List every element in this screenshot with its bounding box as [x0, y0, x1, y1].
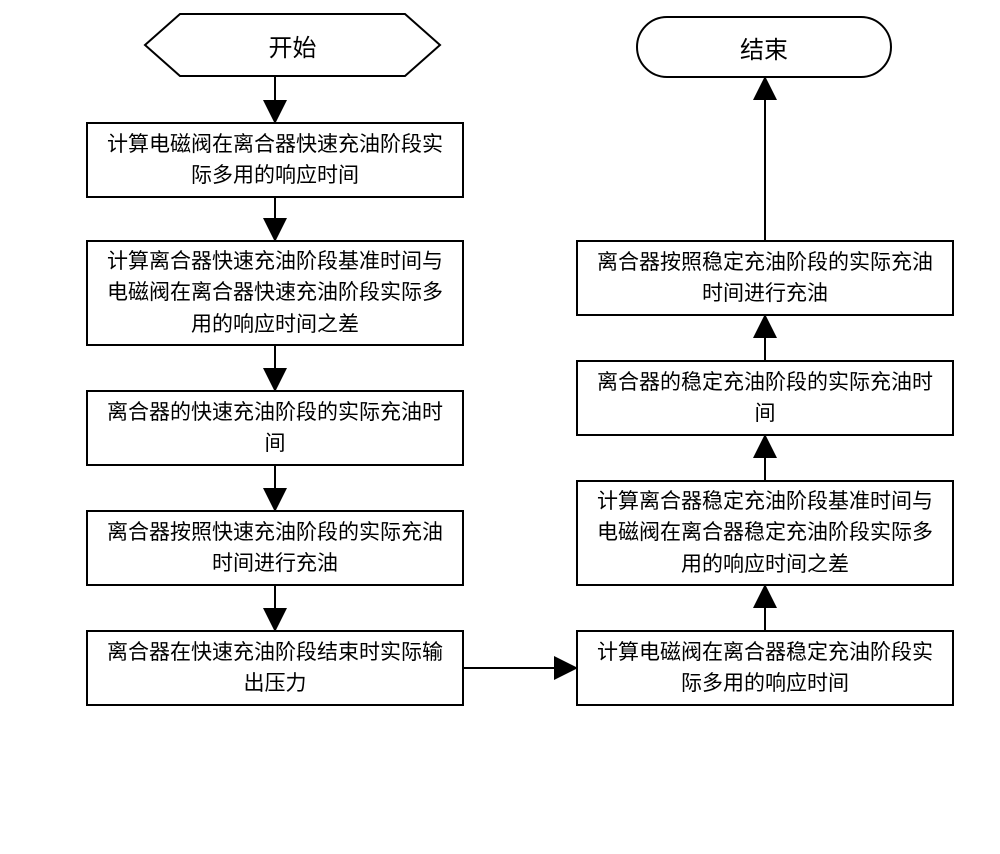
process-r2-text: 离合器按照稳定充油阶段的实际充油时间进行充油 — [588, 247, 942, 310]
process-r4-text: 计算离合器稳定充油阶段基准时间与电磁阀在离合器稳定充油阶段实际多用的响应时间之差 — [588, 486, 942, 581]
process-l2-text: 计算离合器快速充油阶段基准时间与电磁阀在离合器快速充油阶段实际多用的响应时间之差 — [98, 246, 452, 341]
process-r4: 计算离合器稳定充油阶段基准时间与电磁阀在离合器稳定充油阶段实际多用的响应时间之差 — [576, 480, 954, 586]
start-node: 开始 — [145, 14, 440, 76]
process-r5: 计算电磁阀在离合器稳定充油阶段实际多用的响应时间 — [576, 630, 954, 706]
process-l2: 计算离合器快速充油阶段基准时间与电磁阀在离合器快速充油阶段实际多用的响应时间之差 — [86, 240, 464, 346]
process-l1: 计算电磁阀在离合器快速充油阶段实际多用的响应时间 — [86, 122, 464, 198]
process-l1-text: 计算电磁阀在离合器快速充油阶段实际多用的响应时间 — [98, 129, 452, 192]
process-l4: 离合器按照快速充油阶段的实际充油时间进行充油 — [86, 510, 464, 586]
end-node: 结束 — [636, 16, 892, 78]
process-l3: 离合器的快速充油阶段的实际充油时间 — [86, 390, 464, 466]
process-r3-text: 离合器的稳定充油阶段的实际充油时间 — [588, 367, 942, 430]
process-r2: 离合器按照稳定充油阶段的实际充油时间进行充油 — [576, 240, 954, 316]
start-label: 开始 — [269, 28, 317, 63]
process-l5: 离合器在快速充油阶段结束时实际输出压力 — [86, 630, 464, 706]
process-l4-text: 离合器按照快速充油阶段的实际充油时间进行充油 — [98, 517, 452, 580]
process-l3-text: 离合器的快速充油阶段的实际充油时间 — [98, 397, 452, 460]
process-l5-text: 离合器在快速充油阶段结束时实际输出压力 — [98, 637, 452, 700]
end-label: 结束 — [740, 30, 788, 65]
process-r3: 离合器的稳定充油阶段的实际充油时间 — [576, 360, 954, 436]
process-r5-text: 计算电磁阀在离合器稳定充油阶段实际多用的响应时间 — [588, 637, 942, 700]
